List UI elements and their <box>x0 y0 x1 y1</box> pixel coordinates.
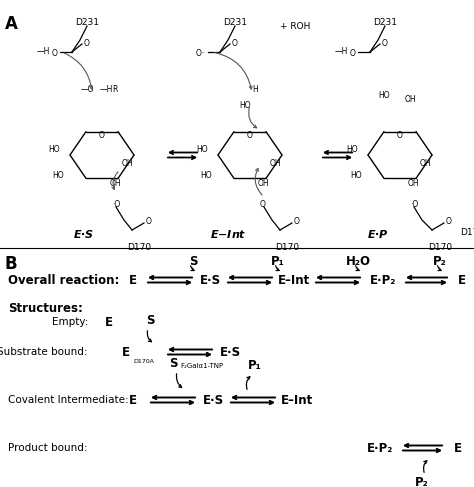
Text: E·P₂: E·P₂ <box>370 274 396 286</box>
Text: Empty:: Empty: <box>52 317 88 327</box>
Text: O: O <box>232 38 238 48</box>
Text: D170: D170 <box>127 243 151 252</box>
Text: Product bound:: Product bound: <box>9 443 88 453</box>
Text: OH: OH <box>110 179 122 187</box>
Text: P₂: P₂ <box>415 476 429 487</box>
Text: P₁: P₁ <box>248 359 262 372</box>
Text: S: S <box>189 255 197 268</box>
Text: E: E <box>458 274 466 286</box>
Text: R: R <box>112 86 118 94</box>
Text: $\bfit{E{\cdot}S}$: $\bfit{E{\cdot}S}$ <box>73 228 95 240</box>
Text: HO: HO <box>378 91 390 99</box>
Text: D170: D170 <box>428 243 452 252</box>
Text: E–Int: E–Int <box>278 274 310 286</box>
Text: O: O <box>146 217 152 225</box>
Text: O: O <box>350 49 356 57</box>
Text: D231: D231 <box>75 18 99 27</box>
Text: —H: —H <box>36 48 50 56</box>
Text: E·P₂: E·P₂ <box>367 442 393 454</box>
Text: ·O: ·O <box>410 200 418 209</box>
Text: OH: OH <box>258 179 270 187</box>
Text: HO: HO <box>48 146 60 154</box>
Text: E: E <box>129 393 137 407</box>
Text: A: A <box>5 15 18 33</box>
Text: HO: HO <box>196 146 208 154</box>
Text: D170A: D170A <box>133 359 154 364</box>
Text: OH: OH <box>408 179 419 187</box>
Text: —H: —H <box>335 48 348 56</box>
Text: O⁻: O⁻ <box>196 49 206 57</box>
Text: HO: HO <box>350 170 362 180</box>
Text: E–Int: E–Int <box>281 393 313 407</box>
Text: D231: D231 <box>373 18 397 27</box>
Text: O: O <box>446 217 452 225</box>
Text: E: E <box>454 442 462 454</box>
Text: F₂Galα1-TNP: F₂Galα1-TNP <box>180 363 223 369</box>
Text: Overall reaction:: Overall reaction: <box>8 274 119 286</box>
Text: E: E <box>105 316 113 329</box>
Text: P₂: P₂ <box>433 255 447 268</box>
Text: Structures:: Structures: <box>8 302 83 315</box>
Text: H₂O: H₂O <box>346 255 371 268</box>
Text: D170: D170 <box>275 243 299 252</box>
Text: O: O <box>397 131 403 139</box>
Text: HO: HO <box>239 100 251 110</box>
Text: O: O <box>247 131 253 139</box>
Text: E: E <box>129 274 137 286</box>
Text: HO: HO <box>201 170 212 180</box>
Text: $\bfit{E{-}Int}$: $\bfit{E{-}Int}$ <box>210 228 246 240</box>
Text: E·S: E·S <box>200 274 220 286</box>
Text: —O: —O <box>81 86 94 94</box>
Text: O: O <box>52 49 58 57</box>
Text: O: O <box>99 131 105 139</box>
Text: O: O <box>84 38 90 48</box>
Text: D231: D231 <box>223 18 247 27</box>
Text: + ROH: + ROH <box>280 22 310 31</box>
Text: P₁: P₁ <box>271 255 285 268</box>
Text: Covalent Intermediate:: Covalent Intermediate: <box>8 395 128 405</box>
Text: B: B <box>5 255 18 273</box>
Text: E·S: E·S <box>202 393 224 407</box>
Text: OH: OH <box>405 95 417 105</box>
Text: HO: HO <box>346 146 358 154</box>
Text: D170: D170 <box>460 228 474 237</box>
Text: E·S: E·S <box>219 345 241 358</box>
Text: E: E <box>122 345 130 358</box>
Text: HO: HO <box>52 170 64 180</box>
Text: S: S <box>146 314 154 327</box>
Text: $\bfit{E{\cdot}P}$: $\bfit{E{\cdot}P}$ <box>367 228 389 240</box>
Text: O: O <box>260 200 266 209</box>
Text: H: H <box>252 86 258 94</box>
Text: O: O <box>382 38 388 48</box>
Text: ·O: ·O <box>112 200 120 209</box>
Text: —H: —H <box>100 86 113 94</box>
Text: OH: OH <box>122 158 134 168</box>
Text: Substrate bound:: Substrate bound: <box>0 347 88 357</box>
Text: OH: OH <box>270 158 282 168</box>
Text: S: S <box>170 357 178 370</box>
Text: OH: OH <box>420 158 432 168</box>
Text: O: O <box>294 217 300 225</box>
